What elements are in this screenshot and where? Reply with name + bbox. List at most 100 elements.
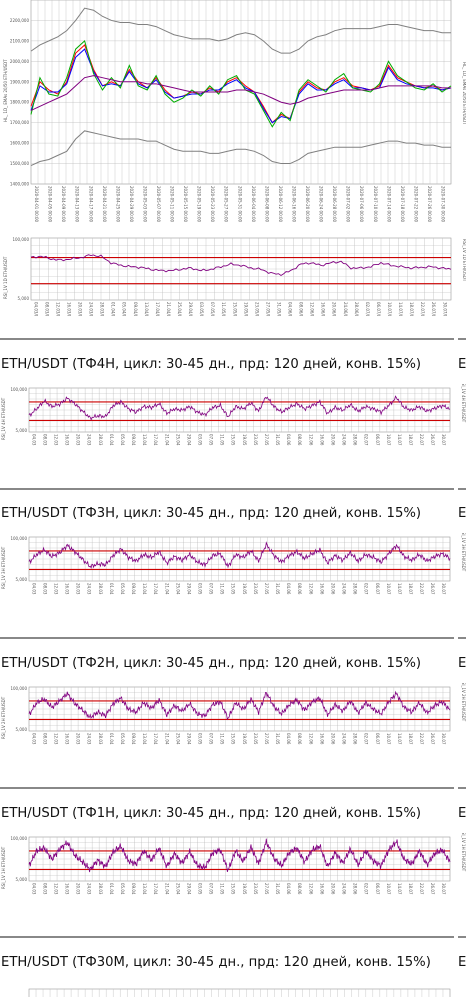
x-tick-label: 25.04 [175,434,180,446]
y-tick-label: 100,000 [10,836,27,841]
x-tick-label: 2020-05-27 00:00 [224,186,229,223]
y-tick-label: 5,000 [16,877,28,882]
x-tick-label: 19.05 [242,434,247,446]
x-tick-label: 11.05 [220,583,225,595]
x-tick-label: 09.04 [131,434,136,446]
x-tick-label: 2020-04-09 00:00 [61,186,66,223]
x-tick-label: 19.05 [242,733,247,745]
x-tick-label: 26.07 [430,733,435,745]
x-tick-label: 2020-06-24 00:00 [319,186,324,223]
x-tick-label: 05.04/00 [122,302,127,316]
separator [458,787,466,789]
x-tick-label: 12.03 [54,583,59,595]
x-tick-label: 12.03/00 [55,302,60,316]
y-axis-label: HL_ 1D_ EMAs 20/50 ETH/USDT [3,59,8,122]
x-tick-label: 01.04 [109,883,114,895]
x-tick-label: 2020-06-12 00:00 [278,186,283,223]
y-axis-label: RSI_1V 4H ETH/USDT [1,397,6,440]
x-tick-label: 2020-07-10 00:00 [373,186,378,223]
x-tick-label: 25.04 [175,583,180,595]
x-tick-label: 27.05 [264,883,269,895]
y-tick-label: 100,000 [10,686,27,691]
x-tick-label: 06.07 [375,883,380,895]
x-tick-label: 2020-05-23 00:00 [210,186,215,223]
x-tick-label: 01.04 [109,583,114,595]
x-tick-label: 2020-04-17 00:00 [88,186,93,223]
y-tick-label: 100,000 [12,237,29,242]
x-tick-label: 27.05 [264,733,269,745]
y-axis-label: RSI_1V 3H ETH/USDT [1,546,6,589]
x-tick-label: 12.06/00 [310,302,315,316]
x-tick-label: 10.07 [386,583,391,595]
x-tick-label: 2020-06-08 00:00 [264,186,269,223]
x-tick-label: 19.05 [242,583,247,595]
x-tick-label: 05.04 [120,434,125,446]
x-tick-label: 2020-06-04 00:00 [251,186,256,223]
x-tick-label: 2020-05-19 00:00 [197,186,202,223]
x-tick-label: 2020-07-26 00:00 [427,186,432,223]
x-tick-label: 08.06 [297,583,302,595]
x-tick-label: 15.05 [231,583,236,595]
x-tick-label: 2020-04-01 00:00 [34,186,39,223]
y-axis-label-right: RSI_1V 4H ETH/USDT [461,384,466,423]
x-tick-label: 24.03/00 [89,302,94,316]
x-tick-label: 05.04 [120,583,125,595]
y-tick-label: 2200,000 [10,18,30,23]
x-tick-label: 21.04 [164,434,169,446]
y-tick-label: 1700,000 [10,120,30,125]
x-tick-label: 16.03 [65,434,70,446]
x-tick-label: 09.04/00 [133,302,138,316]
y-tick-label: 1500,000 [10,161,30,166]
x-tick-label: 19.05 [242,883,247,895]
x-tick-label: 12.06 [308,583,313,595]
x-tick-label: 2020-07-06 00:00 [359,186,364,223]
x-tick-label: 31.05 [275,434,280,446]
x-tick-label: 04.03 [31,883,36,895]
x-tick-label: 20.03 [76,434,81,446]
x-tick-label: 04.06 [286,733,291,745]
x-tick-label: 07.05 [209,733,214,745]
x-tick-label: 04.06 [286,883,291,895]
x-tick-label: 2020-05-31 00:00 [237,186,242,223]
x-tick-label: 15.05 [231,434,236,446]
series-line [30,254,452,277]
x-tick-label: 17.04 [153,434,158,446]
x-tick-label: 13.04/00 [144,302,149,316]
x-tick-label: 22.07 [419,434,424,446]
x-tick-label: 02.07 [364,434,369,446]
x-tick-label: 10.07/00 [387,302,392,316]
x-tick-label: 14.07 [397,434,402,446]
x-tick-label: 23.05/00 [254,302,259,316]
x-tick-label: 16.03 [65,883,70,895]
x-tick-label: 24.06 [342,583,347,595]
x-tick-label: 02.07 [364,733,369,745]
x-tick-label: 09.04 [131,883,136,895]
series-line [30,48,452,124]
x-tick-label: 18.07 [408,434,413,446]
x-tick-label: 2020-04-25 00:00 [115,186,120,223]
x-tick-label: 2020-07-14 00:00 [386,186,391,223]
y-tick-label: 1600,000 [10,141,30,146]
x-tick-label: 04.03 [31,434,36,446]
x-tick-label: 28.06 [353,883,358,895]
x-tick-label: 11.05 [220,733,225,745]
x-tick-label: 06.07 [375,583,380,595]
chart-title-30m: ETH/USDT (ТФ30М, цикл: 30-45 дн., прд: 1… [1,955,431,970]
x-tick-label: 14.07 [397,733,402,745]
x-tick-label: 16.03 [65,733,70,745]
y-tick-label: 5,000 [18,296,30,301]
x-tick-label: 10.07 [386,434,391,446]
x-tick-label: 08.03/00 [44,302,49,316]
y-tick-label: 1900,000 [10,79,30,84]
x-tick-label: 15.05 [231,883,236,895]
x-tick-label: 01.04 [109,434,114,446]
x-tick-label: 24.06 [342,883,347,895]
x-tick-label: 20.03 [76,883,81,895]
x-tick-label: 04.06/00 [288,302,293,316]
x-tick-label: 08.03 [42,883,47,895]
price-chart: 1400,000 1500,000 1600,000 1700,000 1800,000… [3,0,466,223]
series-line [28,690,451,721]
x-tick-label: 13.04 [142,733,147,745]
